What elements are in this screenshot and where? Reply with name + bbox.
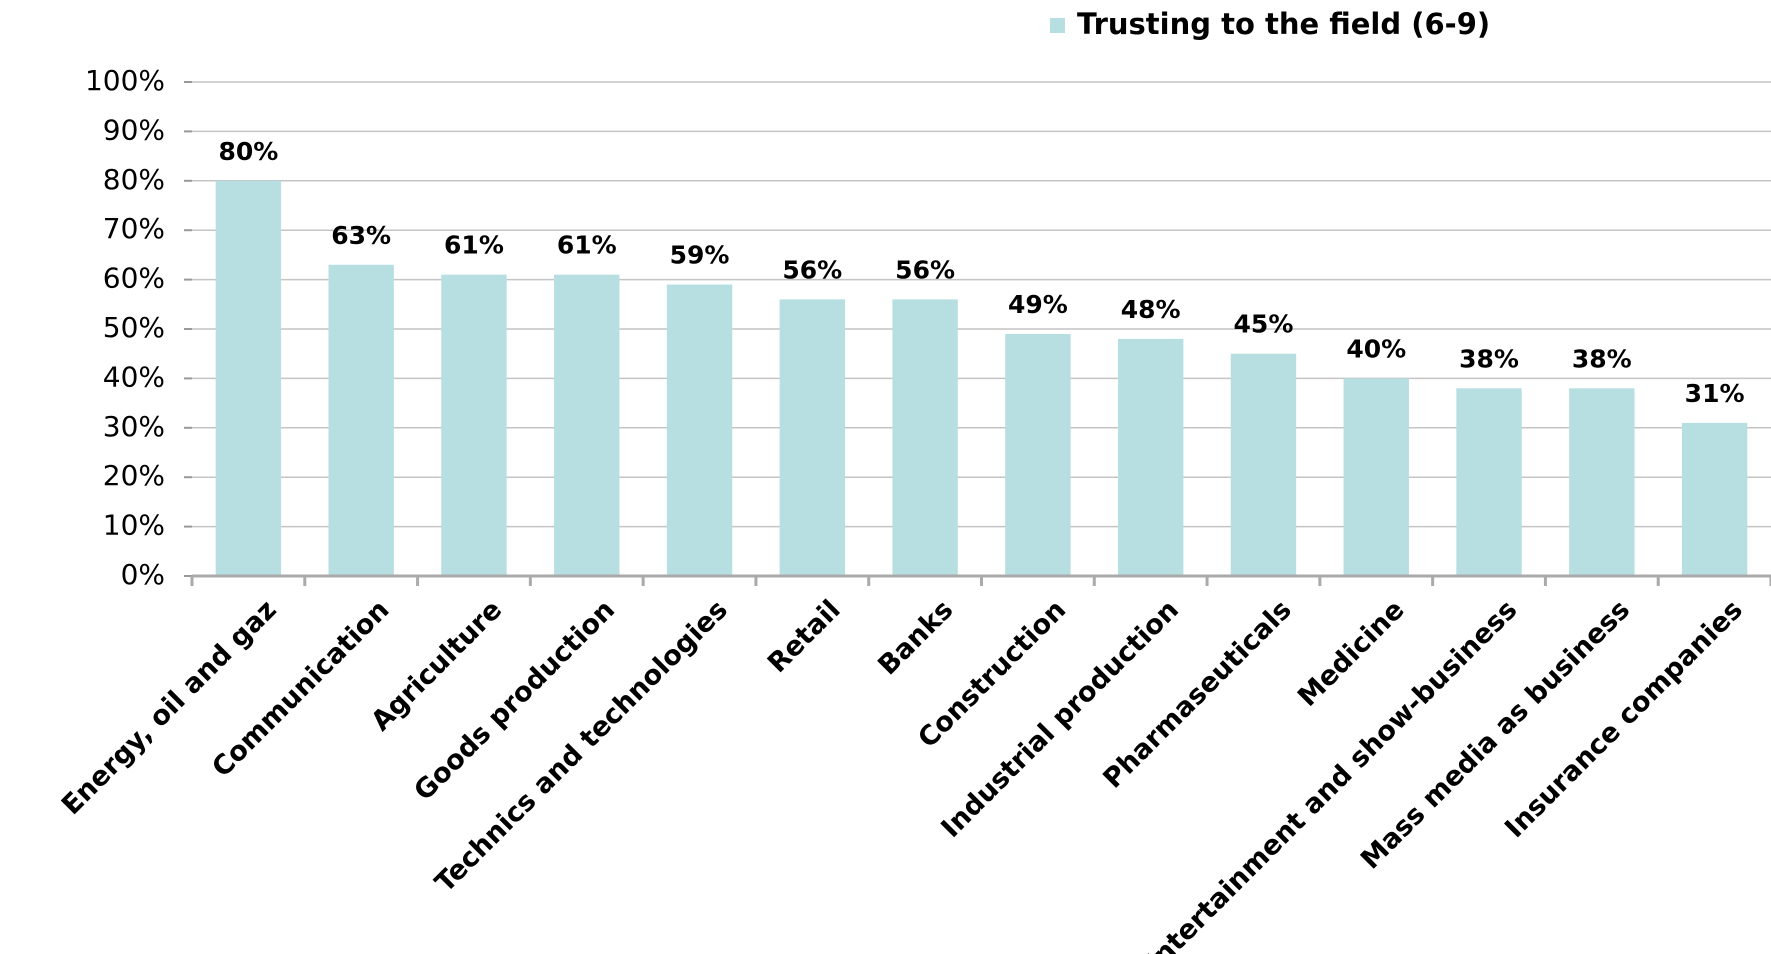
data-label: 80%	[218, 137, 278, 166]
bar	[215, 180, 282, 577]
y-tick-label: 70%	[103, 212, 165, 245]
bar	[1343, 378, 1409, 576]
x-tick-label: Industrial production	[935, 594, 1185, 844]
data-label: 56%	[782, 255, 842, 284]
y-tick-label: 40%	[103, 360, 165, 393]
data-label: 61%	[557, 231, 617, 260]
y-tick-label: 60%	[103, 262, 165, 295]
bar	[779, 299, 846, 576]
data-label: 48%	[1121, 295, 1181, 324]
bar	[1681, 422, 1748, 576]
y-tick-label: 80%	[103, 163, 165, 196]
bar	[554, 274, 620, 576]
data-label: 56%	[895, 255, 955, 284]
bar	[1456, 388, 1522, 576]
legend-swatch	[1050, 18, 1065, 33]
bar	[328, 264, 394, 576]
data-label: 40%	[1346, 334, 1406, 363]
x-tick-label: Medicine	[1292, 594, 1410, 712]
x-tick-label: Energy, oil and gaz	[56, 594, 283, 821]
data-label: 38%	[1572, 344, 1632, 373]
bar	[1569, 388, 1635, 576]
x-tick-label: Banks	[872, 594, 959, 681]
x-tick-label: Goods production	[408, 594, 621, 807]
y-tick-label: 90%	[103, 113, 165, 146]
data-label: 61%	[444, 231, 504, 260]
bar	[892, 299, 958, 576]
x-tick-label: Insurance companies	[1499, 594, 1749, 844]
y-tick-label: 0%	[121, 558, 165, 591]
bar	[1117, 338, 1184, 576]
data-label: 49%	[1008, 290, 1068, 319]
y-tick-label: 10%	[103, 509, 165, 542]
bar	[441, 274, 507, 576]
x-tick-label: Retail	[762, 594, 847, 679]
data-label: 38%	[1459, 344, 1519, 373]
y-tick-label: 100%	[85, 64, 165, 97]
data-label: 45%	[1234, 310, 1294, 339]
y-tick-label: 30%	[103, 410, 165, 443]
y-tick-label: 50%	[103, 311, 165, 344]
data-label: 59%	[670, 241, 730, 270]
bar	[1005, 333, 1071, 576]
data-label: 31%	[1685, 379, 1745, 408]
data-label: 63%	[331, 221, 391, 250]
legend-label: Trusting to the field (6-9)	[1077, 7, 1490, 41]
bar	[666, 284, 733, 576]
x-tick-label: Pharmaseuticals	[1097, 594, 1297, 794]
bar	[1230, 353, 1297, 576]
y-tick-label: 20%	[103, 459, 165, 492]
